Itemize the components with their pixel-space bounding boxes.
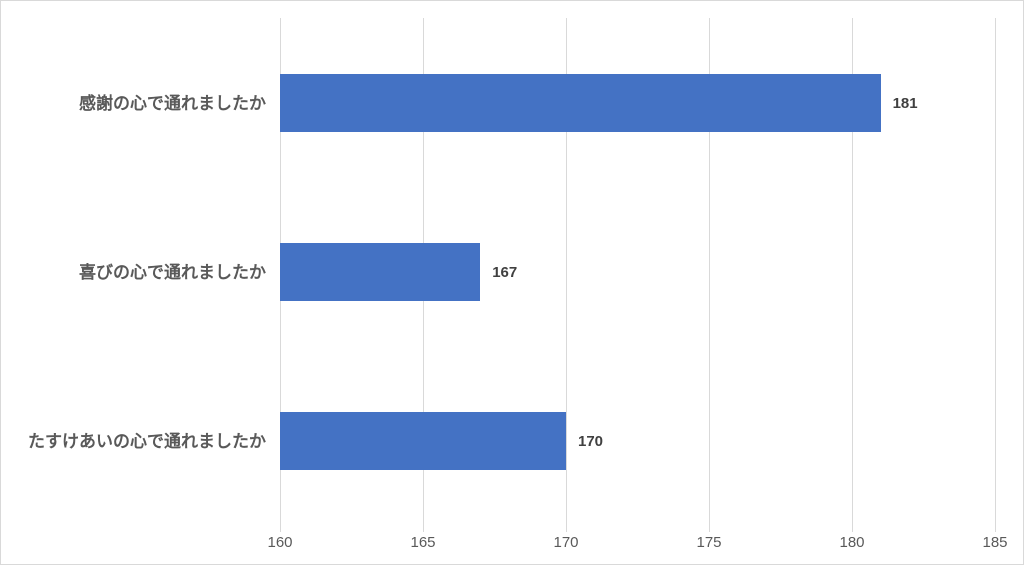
x-axis-tick-label: 160	[267, 534, 293, 551]
x-axis-tick-label: 185	[982, 534, 1008, 551]
x-axis-tick-label: 180	[839, 534, 865, 551]
axis-tick	[709, 525, 710, 532]
gridline	[852, 18, 853, 525]
bar-data-label: 181	[892, 94, 918, 112]
axis-tick	[566, 525, 567, 532]
category-label: 感謝の心で通れましたか	[79, 93, 266, 113]
bar-1	[280, 73, 881, 132]
axis-tick	[852, 525, 853, 532]
x-axis-tick-label: 170	[553, 534, 579, 551]
axis-tick	[423, 525, 424, 532]
gridline	[995, 18, 996, 525]
gridline	[566, 18, 567, 525]
axis-tick	[280, 525, 281, 532]
bar-data-label: 170	[578, 432, 604, 450]
x-axis-tick-label: 165	[410, 534, 436, 551]
bar-data-label: 167	[492, 263, 518, 281]
category-label: たすけあいの心で通れましたか	[28, 431, 266, 451]
bar-3	[280, 411, 566, 470]
x-axis-tick-label: 175	[696, 534, 722, 551]
bar-2	[280, 242, 481, 301]
plot-area: 181 167 170	[280, 18, 996, 532]
gridline	[709, 18, 710, 525]
category-label: 喜びの心で通れましたか	[79, 262, 266, 282]
axis-tick	[995, 525, 996, 532]
